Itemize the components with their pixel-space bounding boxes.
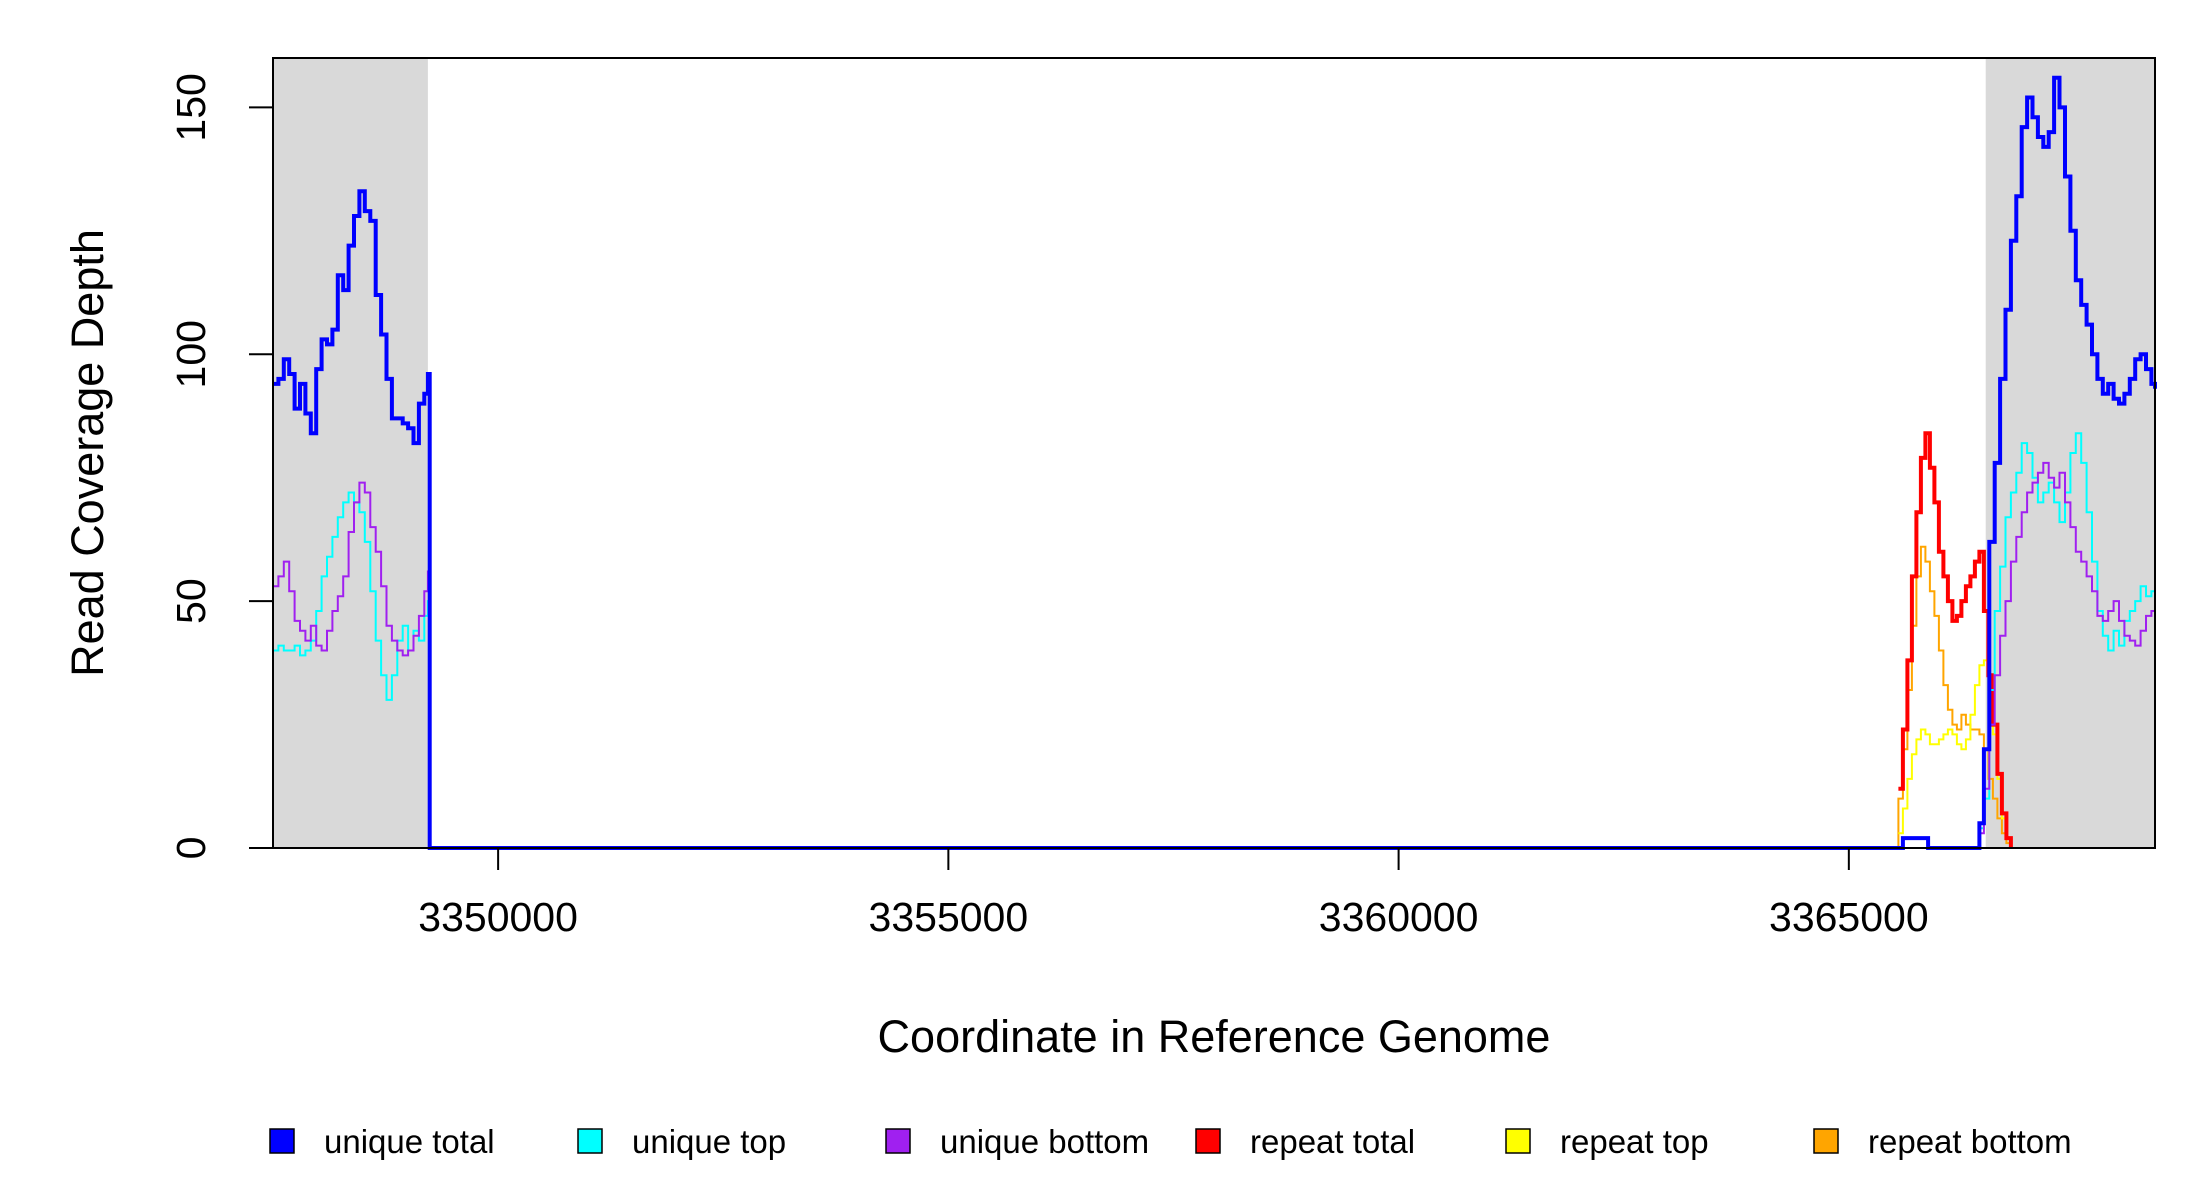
legend: unique total unique top unique bottom repea… xyxy=(269,1123,2072,1160)
y-axis-title: Read Coverage Depth xyxy=(62,229,113,677)
legend-swatch-unique-top xyxy=(577,1128,603,1154)
series-line-unique-bottom xyxy=(273,461,2156,849)
legend-label-unique-top: unique top xyxy=(632,1123,786,1160)
series-line-unique-top xyxy=(273,432,2156,849)
legend-label-repeat-total: repeat total xyxy=(1250,1123,1415,1160)
legend-label-repeat-top: repeat top xyxy=(1560,1123,1709,1160)
x-tick-label: 3360000 xyxy=(1319,894,1479,940)
y-tick-label: 100 xyxy=(168,320,214,388)
legend-swatch-unique-bottom xyxy=(885,1128,911,1154)
y-tick-label: 50 xyxy=(168,578,214,624)
legend-swatch-repeat-top xyxy=(1505,1128,1531,1154)
legend-swatch-repeat-bottom xyxy=(1813,1128,1839,1154)
shaded-region-0 xyxy=(273,58,428,848)
x-axis: 3350000 3355000 3360000 3365000 xyxy=(418,847,1929,940)
legend-swatch-repeat-total xyxy=(1195,1128,1221,1154)
series-line-repeat-total xyxy=(1898,431,2013,848)
series-lines xyxy=(273,75,2157,850)
legend-label-unique-bottom: unique bottom xyxy=(940,1123,1149,1160)
series-line-unique-total xyxy=(273,75,2157,850)
x-axis-title: Coordinate in Reference Genome xyxy=(878,1011,1551,1062)
x-tick-label: 3350000 xyxy=(418,894,578,940)
series-line-repeat-top xyxy=(1898,659,2012,848)
legend-swatch-unique-total xyxy=(269,1128,295,1154)
shaded-regions xyxy=(273,58,2155,848)
series-line-repeat-bottom xyxy=(273,545,2155,849)
x-tick-label: 3365000 xyxy=(1769,894,1929,940)
legend-label-unique-total: unique total xyxy=(324,1123,495,1160)
legend-label-repeat-bottom: repeat bottom xyxy=(1868,1123,2072,1160)
x-tick-label: 3355000 xyxy=(869,894,1029,940)
y-axis: 0 50 100 150 xyxy=(168,73,274,860)
y-tick-label: 150 xyxy=(168,73,214,141)
plot-frame xyxy=(272,57,2156,849)
y-tick-label: 0 xyxy=(168,837,214,860)
